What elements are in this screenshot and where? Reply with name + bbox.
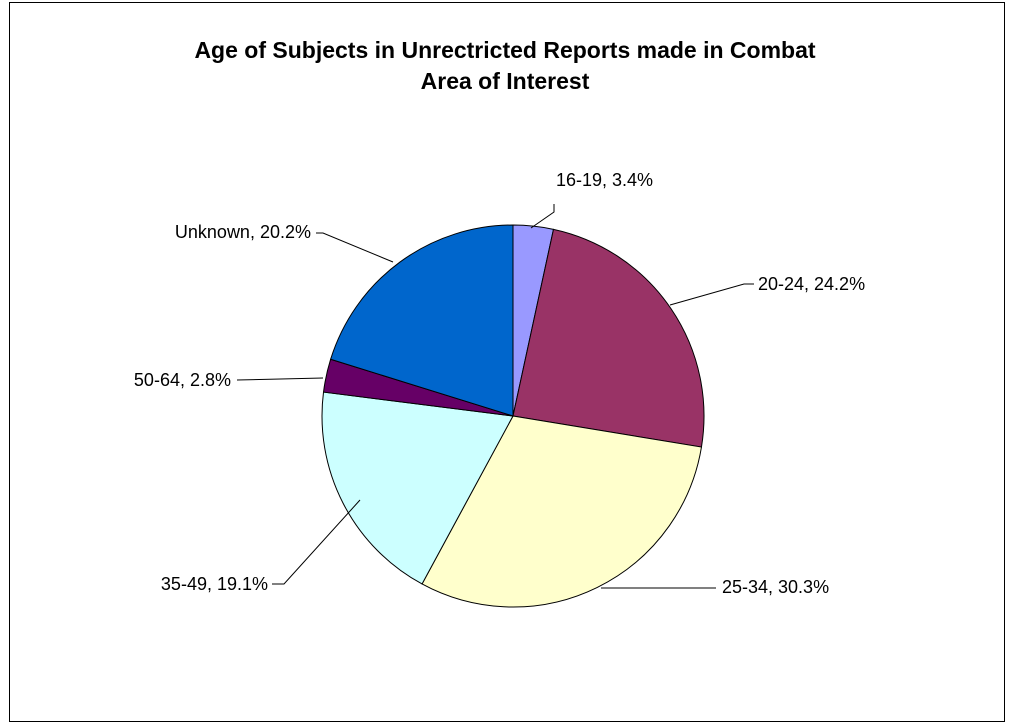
leader-line-16-19	[530, 204, 555, 229]
leader-line-35-49	[272, 499, 361, 585]
pie-slice-35-49	[321, 391, 514, 585]
data-label-50-64: 50-64, 2.8%	[134, 370, 231, 390]
leader-line-unknown	[316, 232, 394, 263]
leader-line-20-24	[669, 283, 754, 306]
chart-title: Age of Subjects in Unrectricted Reports …	[0, 35, 1010, 97]
leader-line-50-64	[236, 377, 324, 381]
pie-slice-unknown	[329, 224, 514, 417]
data-label-unknown: Unknown, 20.2%	[175, 222, 311, 242]
pie-slice-25-34	[421, 415, 703, 608]
chart-title-line-2: Area of Interest	[420, 68, 590, 94]
data-label-16-19: 16-19, 3.4%	[556, 170, 653, 190]
data-label-20-24: 20-24, 24.2%	[758, 274, 865, 294]
chart-title-line-1: Age of Subjects in Unrectricted Reports …	[194, 37, 816, 63]
pie-chart: 16-19, 3.4% 20-24, 24.2% 25-34, 30.3% 35-49…	[134, 170, 865, 608]
pie-slice-20-24	[512, 228, 705, 448]
data-label-35-49: 35-49, 19.1%	[161, 574, 268, 594]
data-label-25-34: 25-34, 30.3%	[722, 577, 829, 597]
